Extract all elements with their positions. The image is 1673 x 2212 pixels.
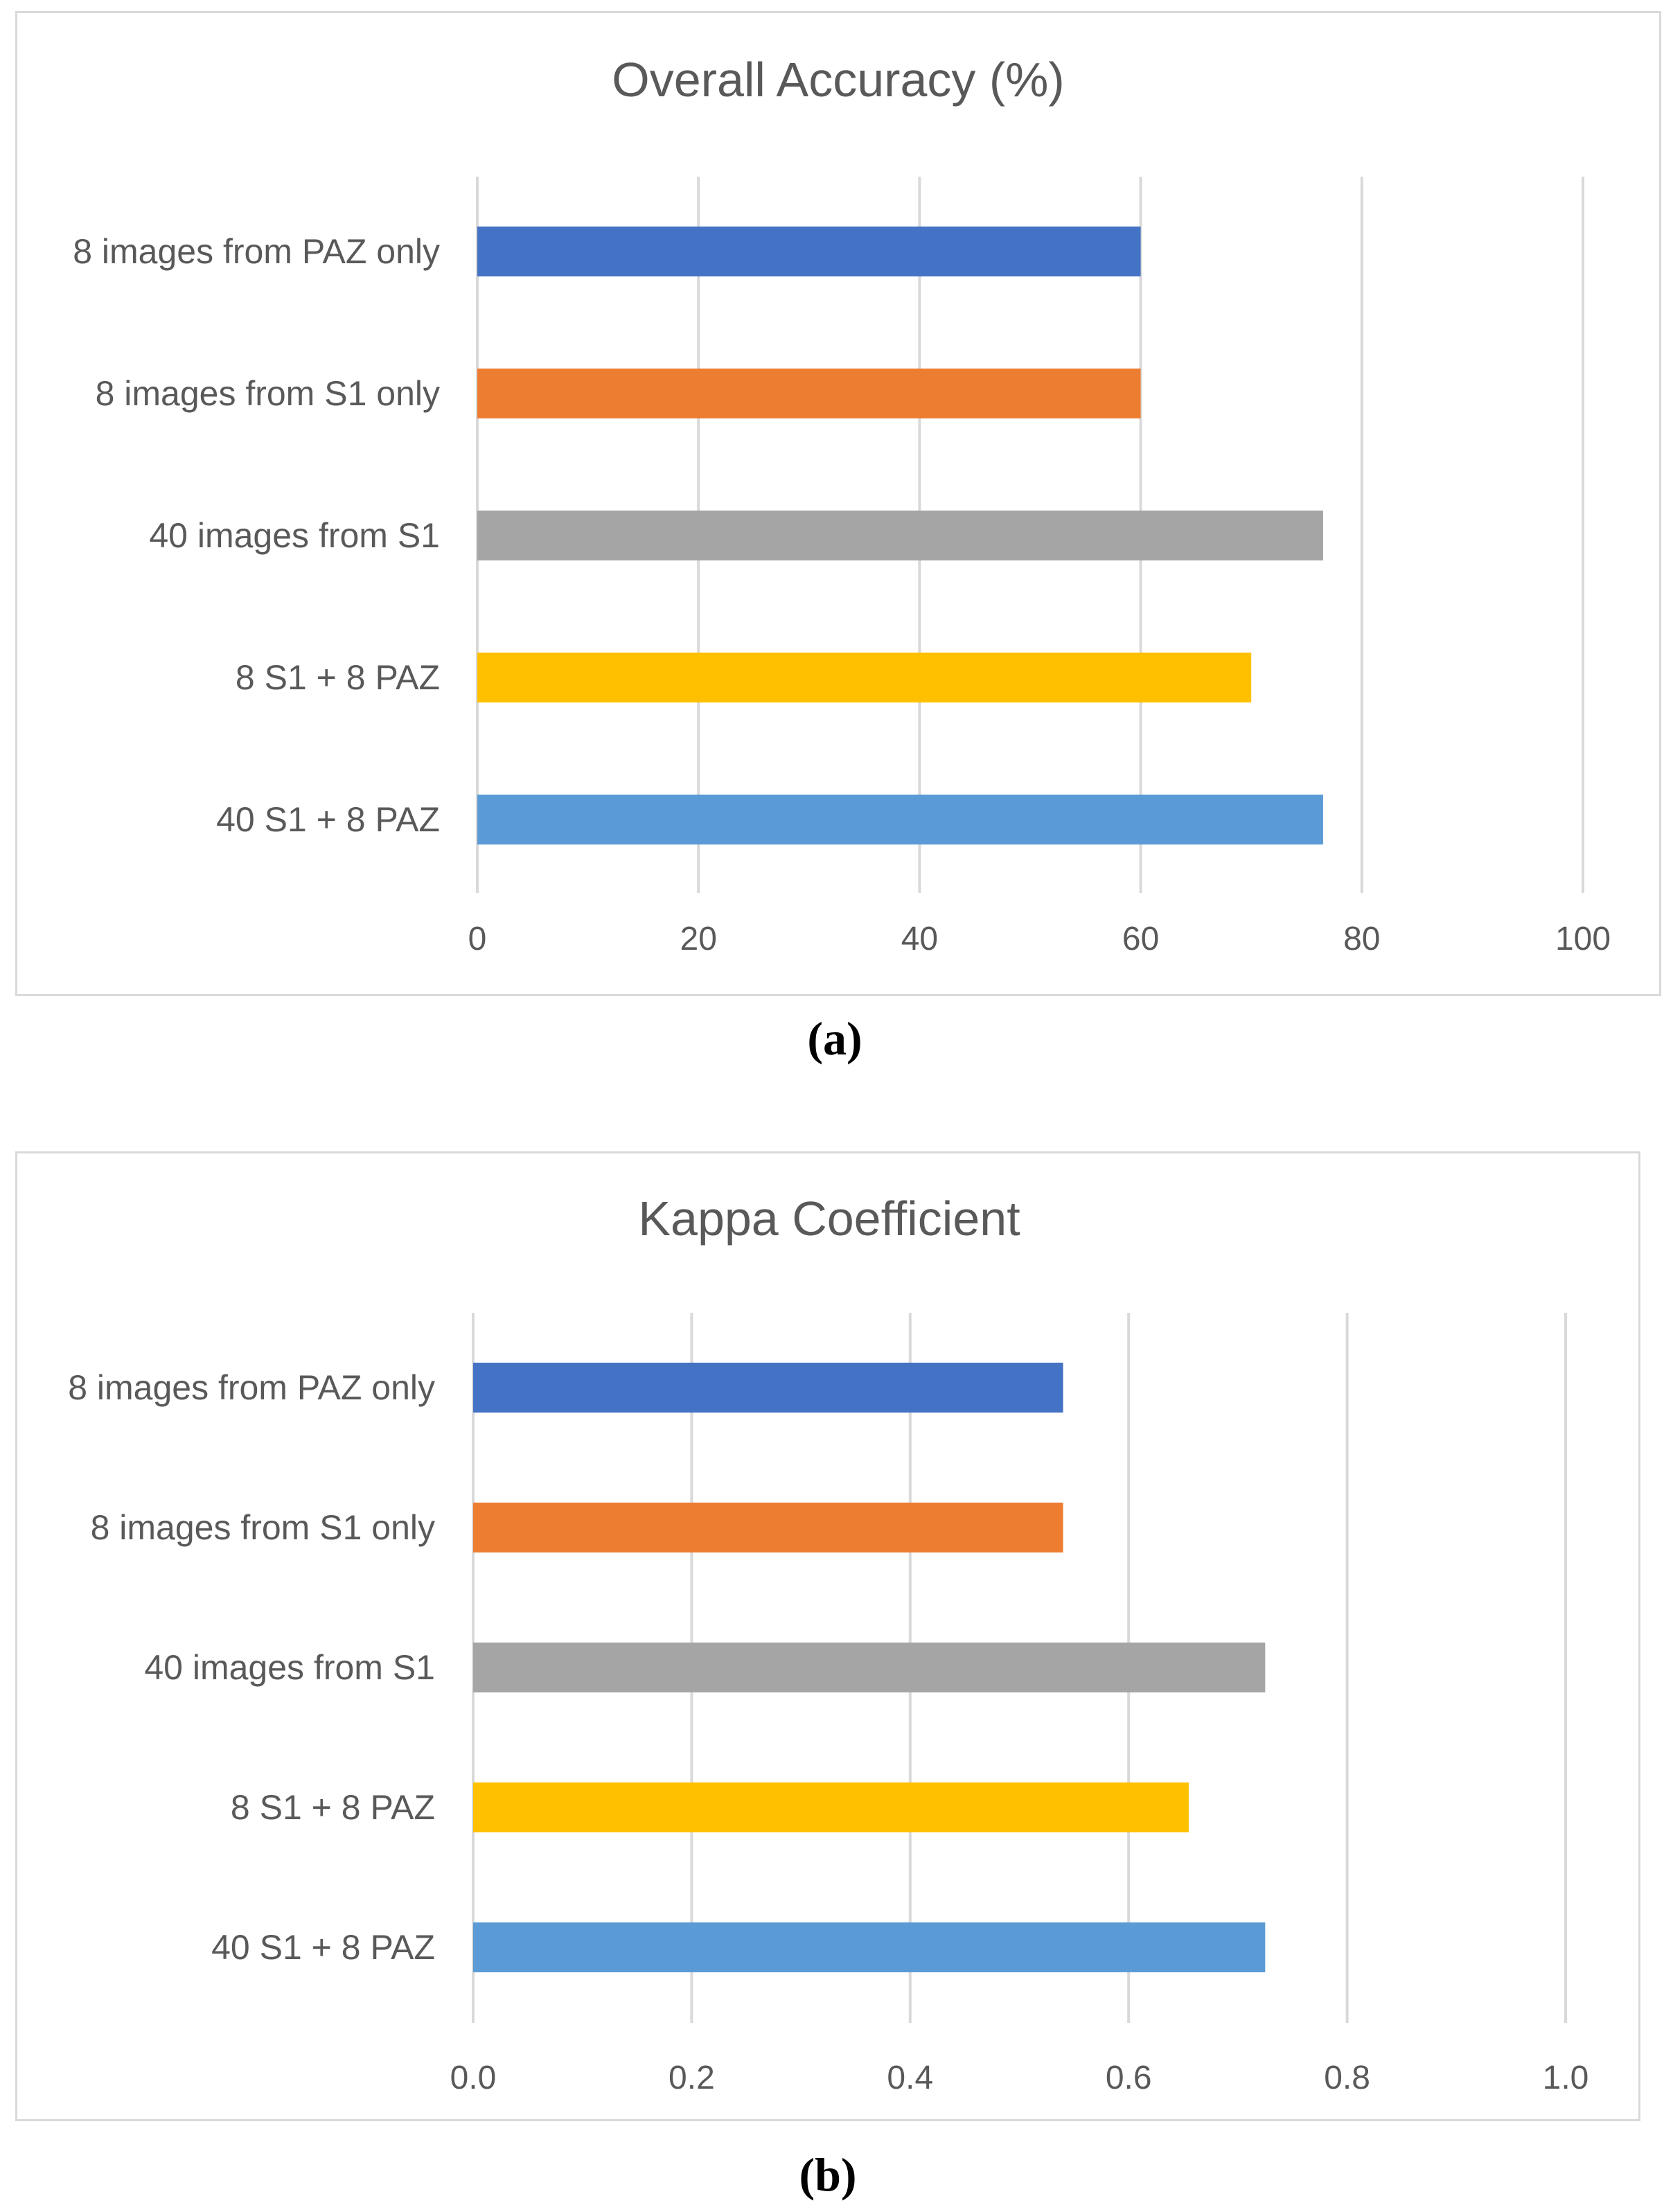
y-category-label: 8 images from S1 only xyxy=(91,1508,435,1547)
x-tick-label: 0.4 xyxy=(887,2060,933,2096)
figure-caption-a: (a) xyxy=(807,1012,862,1065)
x-tick-label: 40 xyxy=(901,921,938,957)
kappa-coefficient-chart: Kappa Coefficient 0.0 0.2 0.4 0.6 0.8 1.0 8 ima… xyxy=(68,1192,1589,2096)
bar-8-s1-8-paz xyxy=(473,1782,1189,1832)
y-category-label: 40 images from S1 xyxy=(144,1648,435,1687)
bar-8-images-from-paz-only xyxy=(473,1363,1063,1413)
x-tick-label: 60 xyxy=(1122,921,1159,957)
y-category-label: 8 S1 + 8 PAZ xyxy=(231,1788,435,1827)
x-tick-label: 1.0 xyxy=(1543,2060,1589,2096)
y-category-label: 40 images from S1 xyxy=(149,516,440,555)
x-tick-label: 0.8 xyxy=(1324,2060,1370,2096)
bar-40-images-from-s1 xyxy=(477,511,1323,560)
x-tick-label: 100 xyxy=(1555,921,1611,957)
y-category-label: 8 images from S1 only xyxy=(96,374,440,413)
x-tick-label: 20 xyxy=(680,921,717,957)
y-category-label: 40 S1 + 8 PAZ xyxy=(211,1928,435,1967)
y-category-label: 40 S1 + 8 PAZ xyxy=(216,800,440,839)
x-tick-label: 0.0 xyxy=(450,2060,497,2096)
x-tick-label: 80 xyxy=(1343,921,1380,957)
bar-8-s1-8-paz xyxy=(477,653,1252,702)
y-category-label: 8 images from PAZ only xyxy=(73,232,440,271)
bar-40-s1-8-paz xyxy=(477,795,1323,844)
bar-40-s1-8-paz xyxy=(473,1922,1266,1972)
x-tick-label: 0.6 xyxy=(1106,2060,1152,2096)
y-category-label: 8 S1 + 8 PAZ xyxy=(236,658,440,697)
bar-8-images-from-s1-only xyxy=(473,1503,1063,1552)
y-category-label: 8 images from PAZ only xyxy=(68,1368,435,1407)
bar-8-images-from-s1-only xyxy=(477,369,1141,418)
chart-panel-kappa-coefficient: Kappa Coefficient 0.0 0.2 0.4 0.6 0.8 1.0 8 ima… xyxy=(15,1151,1640,2121)
x-tick-label: 0.2 xyxy=(669,2060,715,2096)
chart-title: Kappa Coefficient xyxy=(638,1192,1020,1246)
bar-8-images-from-paz-only xyxy=(477,227,1141,276)
figure-caption-b: (b) xyxy=(799,2148,857,2201)
x-tick-label: 0 xyxy=(468,921,487,957)
overall-accuracy-chart: Overall Accuracy (%) 0 20 40 60 80 100 8 images… xyxy=(73,53,1611,957)
bar-40-images-from-s1 xyxy=(473,1643,1266,1692)
chart-title: Overall Accuracy (%) xyxy=(612,53,1064,107)
chart-panel-overall-accuracy: Overall Accuracy (%) 0 20 40 60 80 100 8 images… xyxy=(15,11,1661,996)
